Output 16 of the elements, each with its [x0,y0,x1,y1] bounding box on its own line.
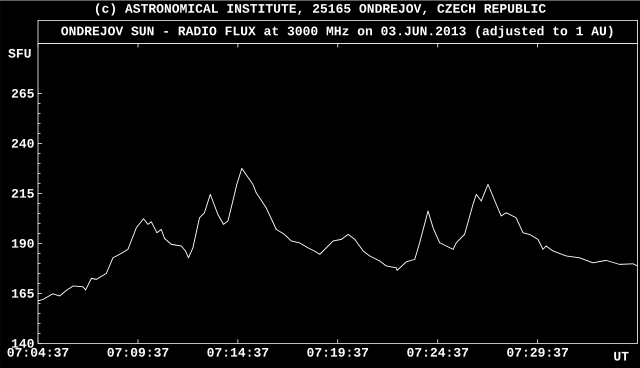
y-axis-title: SFU [8,48,31,58]
chart-subtitle: ONDREJOV SUN - RADIO FLUX at 3000 MHz on 03.JUN.2013 (adjusted to 1 AU) [61,26,612,38]
x-tick-label: 07:09:37 [108,348,168,357]
x-axis-title: UT [614,352,629,360]
x-tick-label: 07:29:37 [507,348,568,357]
x-tick-label: 07:19:37 [307,348,368,357]
chart-title: (c) ASTRONOMICAL INSTITUTE, 25165 ONDREJOV, CZECH REPUBLIC [96,3,546,16]
y-tick-label: 215 [12,188,34,198]
x-tick-label: 07:24:37 [407,348,468,357]
x-tick-label: 07:04:37 [8,348,68,357]
x-tick-label: 07:14:37 [207,348,268,357]
y-tick-label: 165 [12,288,34,298]
y-tick-label: 240 [12,138,34,148]
y-tick-label: 140 [12,338,34,348]
y-tick-label: 190 [12,238,34,248]
y-tick-label: 265 [12,88,34,98]
